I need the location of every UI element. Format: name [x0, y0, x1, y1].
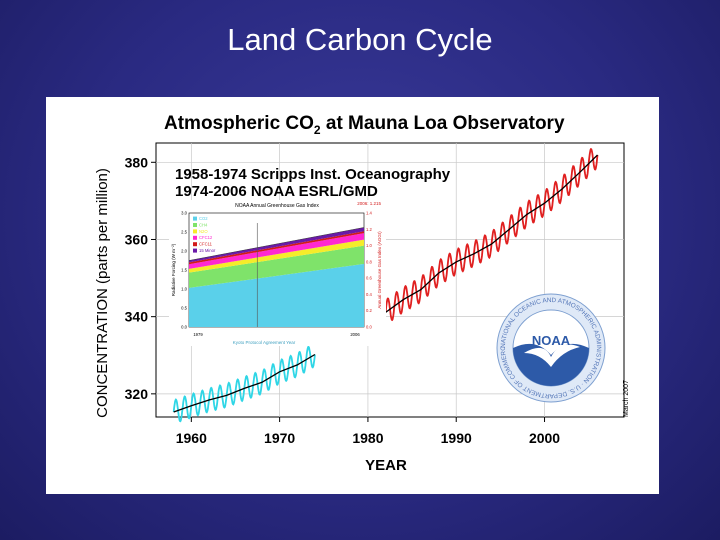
- inset-caption: Kyoto Protocol Agreement Year: [233, 340, 296, 345]
- inset-legend-label: N2O: [199, 229, 208, 234]
- inset-left-tick-label: 2.0: [181, 249, 187, 254]
- y-axis-label: CONCENTRATION (parts per million): [94, 168, 111, 418]
- inset-right-tick-label: 1.0: [366, 243, 372, 248]
- x-tick-label: 2000: [529, 430, 560, 446]
- inset-area-ch4: [189, 245, 364, 288]
- source-line-1: 1958-1974 Scripps Inst. Oceanography: [175, 166, 451, 183]
- chart-title-subscript: 2: [314, 123, 321, 137]
- inset-left-tick-label: 0.0: [181, 325, 187, 330]
- inset-legend-label: 15 Minor: [199, 248, 216, 253]
- trend-line-late: [385, 154, 598, 313]
- inset-area-15-minor: [189, 227, 364, 263]
- ggi-inset-chart: NOAA Annual Greenhouse Gas Index 2006: 1…: [171, 201, 382, 345]
- inset-right-tick-label: 0.4: [366, 292, 372, 297]
- plot-frame: [155, 142, 625, 418]
- inset-title: NOAA Annual Greenhouse Gas Index: [235, 203, 319, 209]
- source-line-2: 1974-2006 NOAA ESRL/GMD: [175, 183, 378, 200]
- inset-total-line: [188, 227, 365, 261]
- inset-area-cfc12: [189, 233, 364, 269]
- inset-right-tick-label: 0.0: [366, 325, 372, 330]
- co2-figure: 1960 1970 1980 1990 2000 320 340 360 380 Atmosphe…: [46, 97, 659, 494]
- y-tick-label: 340: [125, 309, 149, 325]
- inset-right-tick-label: 0.8: [366, 259, 372, 264]
- y-tick-label: 360: [125, 231, 149, 247]
- inset-right-tick-label: 0.2: [366, 308, 372, 313]
- inset-x-end: 2006: [350, 332, 360, 337]
- inset-legend-label: CO2: [199, 216, 208, 221]
- inset-right-tick-label: 1.2: [366, 227, 372, 232]
- ggi-inset: NOAA Annual Greenhouse Gas Index 2006: 1…: [169, 200, 386, 346]
- inset-left-tick-label: 2.5: [181, 230, 187, 235]
- trend-line-early: [173, 353, 316, 413]
- inset-left-tick-label: 1.5: [181, 268, 187, 273]
- x-tick-label: 1960: [176, 430, 207, 446]
- chart-title: Atmospheric CO2 at Mauna Loa Observatory: [164, 113, 565, 137]
- slide-title: Land Carbon Cycle: [227, 22, 493, 57]
- inset-area-n2o: [189, 239, 364, 273]
- chart-title-suffix: at Mauna Loa Observatory: [321, 113, 565, 134]
- inset-legend-swatch: [193, 235, 197, 240]
- x-tick-label: 1990: [441, 430, 472, 446]
- inset-area-cfc11: [189, 231, 364, 265]
- y-tick-label: 320: [125, 386, 149, 402]
- inset-left-axis-label: Radiative Forcing (W m⁻²): [171, 243, 176, 296]
- logo-bird-icon: [524, 344, 580, 367]
- inset-legend-swatch: [193, 223, 197, 227]
- inset-right-tick-label: 0.6: [366, 276, 372, 281]
- inset-corner-label: 2006: 1.215: [357, 201, 381, 206]
- inset-legend-swatch: [193, 229, 197, 234]
- x-tick-label: 1980: [352, 430, 383, 446]
- inset-left-tick-label: 3.0: [181, 211, 187, 216]
- inset-legend-label: CH4: [199, 222, 208, 227]
- x-tick-label: 1970: [264, 430, 295, 446]
- inset-legend-swatch: [193, 248, 197, 253]
- inset-x-start: 1979: [193, 332, 203, 337]
- inset-left-tick-label: 0.5: [181, 306, 187, 311]
- x-axis-label: YEAR: [365, 457, 407, 474]
- inset-legend-label: CFC11: [199, 242, 213, 247]
- logo-text: NOAA: [532, 333, 571, 348]
- chart-title-main: Atmospheric CO: [164, 113, 314, 134]
- inset-right-tick-label: 1.4: [366, 211, 372, 216]
- inset-left-tick-label: 1.0: [181, 287, 187, 292]
- y-tick-label: 380: [125, 154, 149, 170]
- inset-legend-label: CFC12: [199, 235, 213, 240]
- inset-area-co2: [189, 263, 364, 327]
- inset-legend-swatch: [193, 216, 197, 221]
- side-credit: March 2007: [623, 380, 630, 417]
- inset-legend-swatch: [193, 242, 197, 247]
- series-line-1: [172, 345, 316, 423]
- inset-right-axis-label: Annual Greenhouse Gas Index (AGGI): [377, 231, 382, 309]
